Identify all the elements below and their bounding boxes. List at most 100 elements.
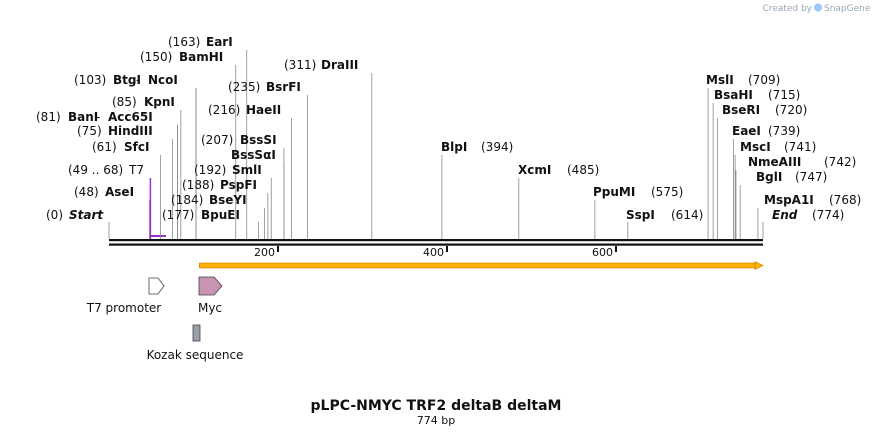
- site-bsrfi[interactable]: (235) BsrFI: [228, 80, 301, 94]
- ruler-tick-label: 600: [592, 246, 613, 259]
- site-bgli[interactable]: (747) BglI: [756, 170, 827, 184]
- site-lines: [108, 50, 764, 239]
- site-name-label: BanI: [68, 110, 98, 124]
- site-msci[interactable]: (741) MscI: [740, 140, 816, 154]
- site-position-label: (0): [46, 208, 63, 222]
- site-msli[interactable]: (709) MslI: [706, 73, 780, 87]
- promoter-arrow-icon: [148, 277, 165, 295]
- ruler-tick-label: 400: [423, 246, 444, 259]
- cds-arrow-icon: [198, 276, 223, 296]
- map-subtitle: 774 bp: [417, 414, 455, 427]
- backbone-bottom-strand: [109, 243, 763, 246]
- site-kpni[interactable]: (85) KpnI: [112, 95, 175, 109]
- site-bani[interactable]: (81) BanI: [36, 110, 98, 124]
- site-bsssi[interactable]: (207) BssSI: [201, 133, 277, 147]
- site-position-label: (150): [140, 50, 172, 64]
- feature-kozak-sequence[interactable]: Kozak sequence: [147, 324, 244, 362]
- site-bsssαi[interactable]: BssSαI: [231, 148, 276, 162]
- site-name-label: BtgI: [113, 73, 141, 87]
- site-smli[interactable]: (192) SmlI: [194, 163, 262, 177]
- site-name-label: T7: [128, 163, 144, 177]
- site-name-label: Acc65I: [108, 110, 153, 124]
- credit: Created by SnapGene: [762, 3, 871, 14]
- feature-myc[interactable]: Myc: [198, 276, 223, 315]
- site-bpuei[interactable]: (177) BpuEI: [162, 208, 240, 222]
- site-ppumi[interactable]: (575) PpuMI: [593, 185, 683, 199]
- site-end[interactable]: (774) End: [772, 208, 844, 222]
- feature-t7-promoter[interactable]: T7 promoter: [86, 277, 165, 315]
- site-ncoi[interactable]: - NcoI: [136, 73, 178, 87]
- site-position-label: (192): [194, 163, 226, 177]
- site-bamhi[interactable]: (150) BamHI: [140, 50, 223, 64]
- snapgene-logo-icon: [814, 3, 822, 12]
- site-position-label: (163): [168, 35, 200, 49]
- site-name-label: PspFI: [220, 178, 257, 192]
- site-position-label: (103): [74, 73, 106, 87]
- site-position-label: (81): [36, 110, 61, 124]
- site-name-label: HindIII: [108, 124, 153, 138]
- site-xcmi[interactable]: (485) XcmI: [518, 163, 599, 177]
- site-name-label: SmlI: [232, 163, 262, 177]
- site-asei[interactable]: (48) AseI: [74, 185, 134, 199]
- site-position-label: (774): [812, 208, 844, 222]
- site-position-label: (311): [284, 58, 316, 72]
- site-position-label: (742): [824, 155, 856, 169]
- kozak-box-icon: [192, 324, 201, 342]
- site-mspa1i[interactable]: (768) MspA1I: [764, 193, 861, 207]
- orf-bar: [199, 262, 756, 269]
- site-position-label: (48): [74, 185, 99, 199]
- site-bsahi[interactable]: (715) BsaHI: [714, 88, 800, 102]
- site-blpi[interactable]: (394) BlpI: [441, 140, 513, 154]
- site-name-label: BlpI: [441, 140, 467, 154]
- sequence-backbone: [109, 235, 763, 246]
- site-name-label: End: [772, 208, 798, 222]
- site-name-label: AseI: [105, 185, 134, 199]
- site-name-label: MspA1I: [764, 193, 814, 207]
- site-acc65i[interactable]: - Acc65I: [96, 110, 153, 124]
- site-joiner: -: [96, 110, 100, 124]
- site-eaei[interactable]: (739) EaeI: [732, 124, 800, 138]
- site-bseri[interactable]: (720) BseRI: [722, 103, 807, 117]
- site-name-label: BsaHI: [714, 88, 753, 102]
- site-position-label: (61): [92, 140, 117, 154]
- site-name-label: BpuEI: [201, 208, 240, 222]
- site-position-label: (75): [77, 124, 102, 138]
- site-position-label: (575): [651, 185, 683, 199]
- ruler: 200 400 600: [254, 246, 617, 259]
- site-name-label: BsrFI: [266, 80, 301, 94]
- site-position-label: (207): [201, 133, 233, 147]
- site-eari[interactable]: (163) EarI: [168, 35, 233, 49]
- site-position-label: (768): [829, 193, 861, 207]
- site-btgi[interactable]: (103) BtgI: [74, 73, 141, 87]
- site-name-label: SfcI: [124, 140, 149, 154]
- site-name-label: BglI: [756, 170, 782, 184]
- orf-arrowhead-icon: [754, 261, 764, 270]
- site-name-label: BseYI: [209, 193, 247, 207]
- site-position-label: (747): [795, 170, 827, 184]
- site-nmeaiii[interactable]: (742) NmeAIII: [748, 155, 856, 169]
- site-position-label: (49 .. 68): [68, 163, 123, 177]
- feature-label: Kozak sequence: [147, 348, 244, 362]
- site-pspfi[interactable]: (188) PspFI: [182, 178, 257, 192]
- site-name-label: SspI: [626, 208, 655, 222]
- site-position-label: (715): [768, 88, 800, 102]
- site-t7[interactable]: (49 .. 68) T7: [68, 163, 144, 177]
- site-sspi[interactable]: (614) SspI: [626, 208, 703, 222]
- feature-label: T7 promoter: [86, 301, 162, 315]
- site-haeii[interactable]: (216) HaeII: [208, 103, 281, 117]
- ruler-tick-label: 200: [254, 246, 275, 259]
- site-name-label: EarI: [206, 35, 233, 49]
- site-hindiii[interactable]: (75) HindIII: [77, 124, 153, 138]
- site-bseyi[interactable]: (184) BseYI: [171, 193, 247, 207]
- t7-site-mark: [149, 235, 166, 237]
- site-draiii[interactable]: (311) DraIII: [284, 58, 358, 72]
- site-name-label: MscI: [740, 140, 771, 154]
- site-name-label: DraIII: [321, 58, 358, 72]
- site-name-label: HaeII: [246, 103, 281, 117]
- site-start[interactable]: (0) Start: [46, 208, 104, 222]
- site-sfci[interactable]: (61) SfcI: [92, 140, 149, 154]
- site-name-label: BseRI: [722, 103, 760, 117]
- site-position-label: (394): [481, 140, 513, 154]
- site-position-label: (235): [228, 80, 260, 94]
